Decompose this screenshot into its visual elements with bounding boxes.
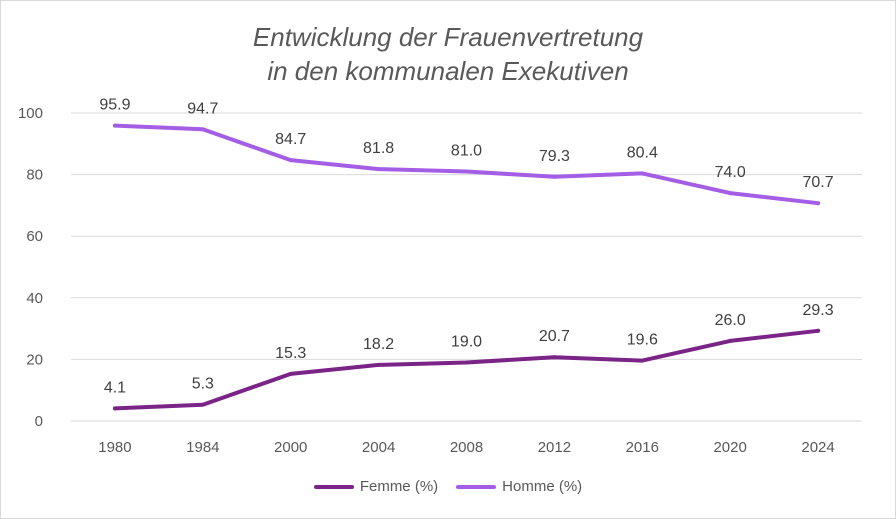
legend-item-femme: Femme (%): [313, 478, 439, 495]
data-label-1-2008: 81.0: [451, 143, 482, 160]
data-label-0-2008: 19.0: [451, 333, 482, 350]
x-tick-label-2008: 2008: [450, 439, 483, 456]
data-label-0-1984: 5.3: [192, 376, 214, 393]
legend-item-homme: Homme (%): [456, 478, 582, 495]
y-tick-label-0: 0: [35, 413, 43, 430]
data-label-1-2020: 74.0: [715, 164, 746, 181]
data-point-0-2004: [376, 362, 381, 367]
data-label-0-2012: 20.7: [539, 328, 570, 345]
chart-title-line2: in den kommunalen Exekutiven: [267, 56, 629, 86]
data-point-0-2020: [728, 338, 733, 343]
y-tick-label-20: 20: [26, 351, 43, 368]
data-label-0-1980: 4.1: [104, 379, 126, 396]
data-label-1-2016: 80.4: [627, 144, 658, 161]
data-point-1-2004: [376, 167, 381, 172]
x-tick-label-2012: 2012: [538, 439, 571, 456]
data-label-1-1984: 94.7: [187, 100, 218, 117]
data-point-1-2012: [552, 174, 557, 179]
data-label-1-2012: 79.3: [539, 148, 570, 165]
legend-label-homme: Homme (%): [502, 478, 583, 495]
data-point-0-2000: [288, 371, 293, 376]
data-label-1-2024: 70.7: [802, 174, 833, 191]
x-tick-label-1984: 1984: [186, 439, 219, 456]
y-tick-label-80: 80: [26, 167, 43, 184]
legend-swatch-homme: [456, 484, 497, 489]
x-tick-label-2016: 2016: [626, 439, 659, 456]
data-label-0-2024: 29.3: [802, 302, 833, 319]
legend-label-femme: Femme (%): [359, 478, 439, 495]
x-tick-label-2000: 2000: [274, 439, 307, 456]
y-tick-label-60: 60: [26, 228, 43, 245]
data-point-1-2000: [288, 158, 293, 163]
x-tick-label-2004: 2004: [362, 439, 395, 456]
x-tick-label-1980: 1980: [98, 439, 131, 456]
data-label-1-2004: 81.8: [363, 140, 394, 157]
series-line-1: [112, 123, 821, 206]
data-point-1-1984: [200, 127, 205, 132]
data-label-0-2020: 26.0: [715, 312, 746, 329]
legend-swatch-femme: [313, 484, 354, 489]
chart-legend: Femme (%) Homme (%): [0, 478, 896, 495]
data-label-0-2004: 18.2: [363, 336, 394, 353]
y-tick-label-100: 100: [18, 105, 43, 122]
data-point-1-2020: [728, 191, 733, 196]
data-point-0-2016: [640, 358, 645, 363]
chart-title-line1: Entwicklung der Frauenvertretung: [252, 22, 644, 52]
data-label-1-1980: 95.9: [99, 97, 130, 114]
data-point-1-2024: [816, 201, 821, 206]
chart-title: Entwicklung der Frauenvertretung in den …: [0, 20, 896, 88]
data-label-1-2000: 84.7: [275, 131, 306, 148]
data-label-0-2000: 15.3: [275, 345, 306, 362]
y-tick-label-40: 40: [26, 290, 43, 307]
data-point-0-2008: [464, 360, 469, 365]
data-point-0-1984: [200, 402, 205, 407]
data-point-0-2024: [816, 328, 821, 333]
data-point-1-1980: [112, 123, 117, 128]
x-tick-label-2020: 2020: [713, 439, 746, 456]
data-point-0-2012: [552, 355, 557, 360]
data-point-0-1980: [112, 406, 117, 411]
data-label-0-2016: 19.6: [627, 332, 658, 349]
data-point-1-2008: [464, 169, 469, 174]
data-point-1-2016: [640, 171, 645, 176]
x-tick-label-2024: 2024: [801, 439, 834, 456]
